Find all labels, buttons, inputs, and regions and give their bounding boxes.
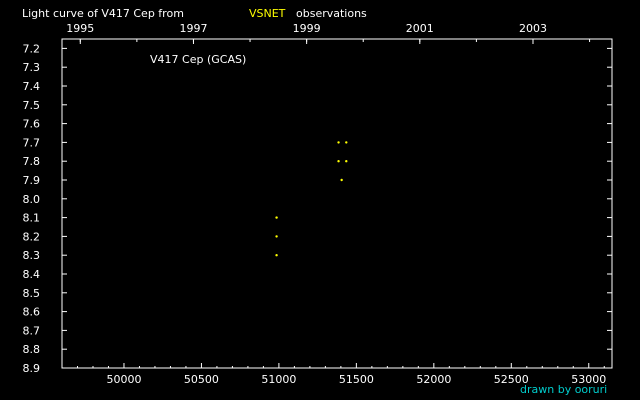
y-tick-label: 8.4: [23, 268, 41, 281]
y-tick-label: 7.8: [23, 155, 41, 168]
data-point: [275, 216, 278, 219]
credit-text: drawn by ooruri: [520, 383, 607, 396]
y-tick-label: 7.6: [23, 118, 41, 131]
chart-title-prefix: Light curve of V417 Cep from: [22, 7, 184, 20]
y-tick-label: 8.8: [23, 343, 41, 356]
year-tick-label: 2003: [519, 22, 547, 35]
top-year-axis: 1995 1997 1999 2001 2003: [66, 22, 591, 44]
x-tick-label: 51500: [339, 373, 374, 386]
data-point: [340, 178, 343, 182]
y-tick-label: 7.2: [23, 42, 41, 55]
year-tick-label: 1999: [293, 22, 321, 35]
y-axis: 7.2 7.3 7.4 7.5 7.6 7.7 7.8 7.9 8.0 8.1 8.2 8.3 8.4 8…: [23, 42, 612, 375]
chart-title-source: VSNET: [249, 7, 286, 20]
y-tick-label: 7.7: [23, 136, 41, 149]
x-tick-label: 50000: [106, 373, 141, 386]
y-tick-label: 8.2: [23, 230, 41, 243]
y-tick-label: 7.4: [23, 80, 41, 93]
chart-title-suffix: observations: [296, 7, 367, 20]
year-tick-label: 2001: [406, 22, 434, 35]
year-tick-label: 1997: [179, 22, 207, 35]
x-tick-label: 52500: [494, 373, 529, 386]
plot-label: V417 Cep (GCAS): [150, 53, 246, 66]
y-tick-label: 8.1: [23, 212, 41, 225]
y-tick-label: 8.5: [23, 287, 41, 300]
x-tick-label: 50500: [184, 373, 219, 386]
y-tick-label: 8.9: [23, 362, 41, 375]
y-tick-label: 7.3: [23, 61, 41, 74]
data-point: [275, 254, 278, 257]
y-tick-label: 8.0: [23, 193, 41, 206]
data-point: [345, 160, 348, 163]
y-tick-label: 8.6: [23, 306, 41, 319]
year-tick-label: 1995: [66, 22, 94, 35]
y-tick-label: 8.3: [23, 249, 41, 262]
x-tick-label: 53000: [571, 373, 606, 386]
data-point: [345, 141, 348, 144]
x-tick-label: 51000: [261, 373, 296, 386]
plot-frame: [61, 38, 613, 369]
data-points: [275, 141, 348, 257]
y-tick-label: 7.5: [23, 99, 41, 112]
data-point: [337, 160, 340, 163]
y-tick-label: 7.9: [23, 174, 41, 187]
y-tick-label: 8.7: [23, 324, 41, 337]
x-tick-label: 52000: [416, 373, 451, 386]
x-axis: 50000 50500 51000 51500 52000 52500 53000: [61, 363, 606, 386]
data-point: [337, 141, 340, 144]
data-point: [275, 235, 278, 238]
